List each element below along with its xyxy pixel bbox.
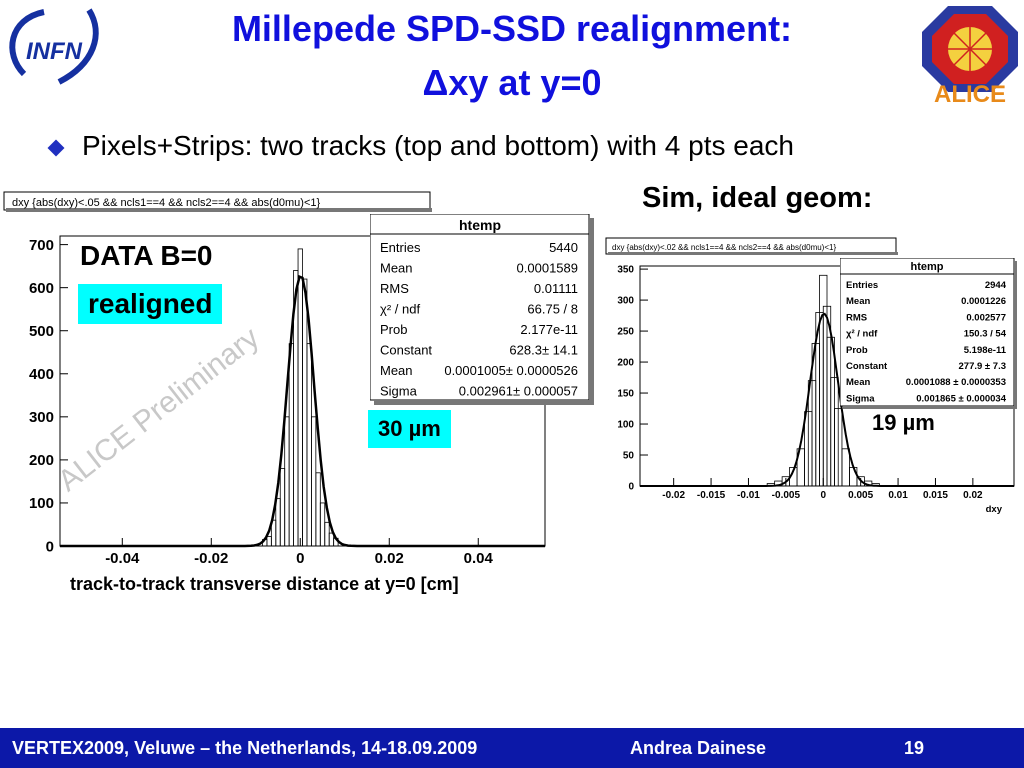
resolution-left: 30 µm xyxy=(368,410,451,448)
stats-key: Constant xyxy=(380,343,432,358)
slide-subtitle: Δxy at y=0 xyxy=(422,62,602,103)
stats-key: Entries xyxy=(380,240,421,255)
y-tick-label: 500 xyxy=(29,323,54,340)
y-tick-label: 0 xyxy=(46,538,54,555)
x-tick-label: -0.02 xyxy=(194,550,228,567)
histogram-bin xyxy=(834,408,843,487)
x-tick-label: 0 xyxy=(820,490,826,501)
stats-key: Mean xyxy=(846,377,870,388)
data-label: DATA B=0 xyxy=(80,240,213,271)
y-tick-label: 250 xyxy=(617,327,634,338)
stats-key: Constant xyxy=(846,361,888,372)
footer-author: Andrea Dainese xyxy=(630,738,767,758)
gaussian-fit-curve xyxy=(60,275,545,548)
y-tick-label: 50 xyxy=(623,451,635,462)
stats-key: RMS xyxy=(846,312,867,323)
resolution-right: 19 µm xyxy=(872,410,935,435)
x-tick-label: -0.04 xyxy=(105,550,140,567)
alice-logo: ALICE xyxy=(922,6,1018,104)
footer-bar xyxy=(0,728,1024,768)
stats-value: 5440 xyxy=(549,240,578,255)
stats-key: RMS xyxy=(380,281,409,296)
x-tick-label: 0.04 xyxy=(464,550,494,567)
stats-key: Mean xyxy=(380,261,413,276)
y-tick-label: 200 xyxy=(29,452,54,469)
x-tick-label: 0.01 xyxy=(888,490,908,501)
stats-key: χ² / ndf xyxy=(380,302,420,317)
stats-box-right: htemp Entries 2944 Mean 0.0001226 RMS 0.00257… xyxy=(840,258,1017,409)
stats-key: Prob xyxy=(846,345,868,356)
stats-key: Mean xyxy=(846,296,870,307)
y-tick-label: 350 xyxy=(617,265,634,276)
x-tick-label: 0.02 xyxy=(375,550,404,567)
stats-value: 5.198e-11 xyxy=(964,345,1007,356)
stats-value: 0.002577 xyxy=(966,312,1006,323)
y-tick-label: 400 xyxy=(29,366,54,383)
x-tick-label: 0.015 xyxy=(923,490,948,501)
stats-key: Sigma xyxy=(380,384,418,399)
alice-logo-text: ALICE xyxy=(934,81,1006,104)
stats-value: 628.3± 14.1 xyxy=(509,343,578,358)
realigned-tag: realigned xyxy=(78,284,223,324)
sim-label: Sim, ideal geom: xyxy=(642,182,873,214)
y-tick-label: 150 xyxy=(617,389,634,400)
y-tick-label: 100 xyxy=(617,420,634,431)
stats-key: Entries xyxy=(846,280,878,291)
x-tick-label: -0.005 xyxy=(772,490,801,501)
y-tick-label: 200 xyxy=(617,358,634,369)
stats-key: Mean xyxy=(380,363,413,378)
bullet-text: Pixels+Strips: two tracks (top and botto… xyxy=(82,130,794,161)
y-tick-label: 600 xyxy=(29,280,54,297)
stats-key: χ² / ndf xyxy=(846,329,878,340)
stats-value: 277.9 ± 7.3 xyxy=(959,361,1006,372)
y-tick-label: 300 xyxy=(617,296,634,307)
footer-conference: VERTEX2009, Veluwe – the Netherlands, 14… xyxy=(12,738,478,758)
y-tick-label: 300 xyxy=(29,409,54,426)
x-tick-label: -0.01 xyxy=(737,490,760,501)
stats-value: 0.0001226 xyxy=(961,296,1006,307)
x-tick-label: -0.02 xyxy=(662,490,685,501)
page-number: 19 xyxy=(904,738,925,758)
x-axis-label: dxy xyxy=(986,504,1003,515)
stats-value: 0.01111 xyxy=(534,281,578,296)
stats-value: 0.0001088 ± 0.0000353 xyxy=(906,377,1006,388)
x-tick-label: 0.005 xyxy=(848,490,873,501)
y-tick-label: 100 xyxy=(29,495,54,512)
stats-value: 0.0001589 xyxy=(517,261,578,276)
stats-box-left: htemp Entries 5440 Mean 0.0001589 RMS 0.01111… xyxy=(370,214,594,405)
hist-title: dxy {abs(dxy)<.02 && ncls1==4 && ncls2==… xyxy=(612,243,836,252)
slide-title: Millepede SPD-SSD realignment: xyxy=(231,8,793,49)
x-tick-label: 0.02 xyxy=(963,490,983,501)
stats-value: 0.001865 ± 0.000034 xyxy=(916,393,1006,404)
stats-title: htemp xyxy=(911,261,944,273)
stats-title: htemp xyxy=(459,217,501,233)
stats-value: 0.002961± 0.000057 xyxy=(459,384,578,399)
stats-value: 2944 xyxy=(985,280,1007,291)
hist-title: dxy {abs(dxy)<.05 && ncls1==4 && ncls2==… xyxy=(12,197,321,209)
x-axis-caption: track-to-track transverse distance at y=… xyxy=(70,574,459,594)
infn-logo: INFN xyxy=(9,8,99,85)
stats-value: 2.177e-11 xyxy=(520,322,578,337)
stats-key: Sigma xyxy=(846,393,875,404)
x-tick-label: -0.015 xyxy=(697,490,726,501)
x-tick-label: 0 xyxy=(296,550,304,567)
gaussian-fit-curve xyxy=(640,312,1014,487)
y-tick-label: 700 xyxy=(29,237,54,254)
infn-logo-text: INFN xyxy=(26,38,83,65)
y-tick-label: 0 xyxy=(628,482,634,493)
stats-value: 0.0001005± 0.0000526 xyxy=(444,363,578,378)
stats-value: 150.3 / 54 xyxy=(964,329,1007,340)
stats-value: 66.75 / 8 xyxy=(527,302,578,317)
stats-key: Prob xyxy=(380,322,407,337)
bullet-icon xyxy=(47,139,65,157)
